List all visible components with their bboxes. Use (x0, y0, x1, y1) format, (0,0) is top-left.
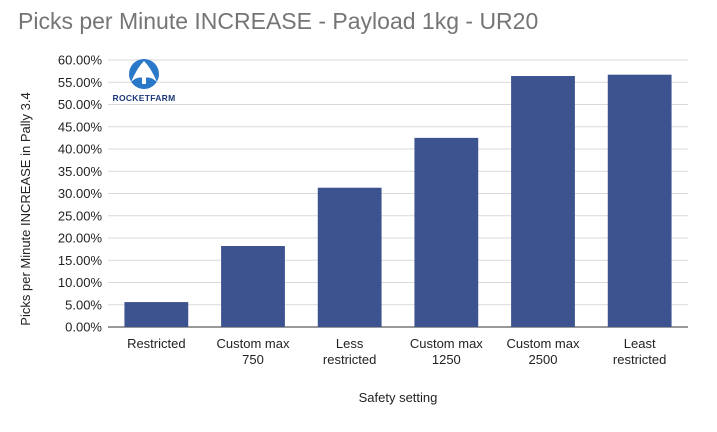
x-tick-label: Custom max 750 (217, 336, 290, 367)
rocketfarm-logo: ROCKETFARM (113, 59, 176, 103)
x-tick-label: Less restricted (323, 336, 376, 367)
y-axis-title: Picks per Minute INCREASE in Pally 3.4 (18, 92, 33, 325)
y-tick-label: 20.00% (58, 231, 103, 246)
bar (607, 74, 672, 327)
y-tick-label: 45.00% (58, 119, 103, 134)
bar (221, 246, 285, 327)
y-tick-label: 30.00% (58, 186, 103, 201)
x-tick-label: Custom max 1250 (410, 336, 483, 367)
gridlines (108, 59, 688, 328)
bar (317, 187, 382, 327)
x-tick-label: Custom max 2500 (507, 336, 580, 367)
x-tick-label: Restricted (127, 336, 186, 351)
y-tick-label: 50.00% (58, 97, 103, 112)
y-tick-label: 55.00% (58, 75, 103, 90)
y-tick-label: 0.00% (65, 320, 102, 335)
x-category-labels: Restricted Custom max 750 Less restricted Cus… (127, 336, 666, 367)
logo-text: ROCKETFARM (113, 93, 176, 103)
y-tick-label: 25.00% (58, 208, 103, 223)
y-tick-label: 15.00% (58, 253, 103, 268)
y-tick-label: 5.00% (65, 297, 102, 312)
y-tick-label: 60.00% (58, 53, 103, 68)
y-tick-label: 10.00% (58, 275, 103, 290)
chart-title: Picks per Minute INCREASE - Payload 1kg … (18, 8, 539, 34)
y-tick-label: 40.00% (58, 142, 103, 157)
x-axis-title: Safety setting (359, 390, 438, 405)
y-tick-label: 35.00% (58, 164, 103, 179)
rocket-body-icon (142, 66, 146, 84)
bar (124, 302, 189, 327)
bars (124, 74, 672, 328)
bar (414, 137, 479, 327)
y-tick-labels: 0.00% 5.00% 10.00% 15.00% 20.00% 25.00% 30.00%… (58, 53, 103, 335)
x-tick-label: Least restricted (613, 336, 666, 367)
bar (511, 76, 575, 328)
